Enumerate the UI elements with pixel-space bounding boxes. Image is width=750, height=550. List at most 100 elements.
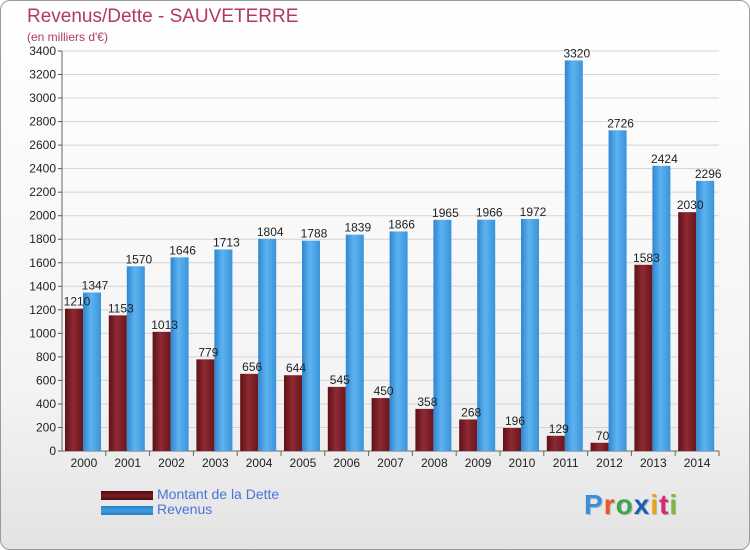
bar-dette bbox=[678, 212, 697, 451]
bar-revenus bbox=[302, 240, 320, 451]
data-label-dette: 545 bbox=[330, 373, 350, 387]
data-label-revenus: 1570 bbox=[125, 252, 152, 266]
logo-letter: x bbox=[633, 489, 651, 520]
x-tick-label: 2003 bbox=[202, 456, 229, 470]
bar-revenus bbox=[696, 180, 715, 451]
data-label-dette: 70 bbox=[596, 429, 610, 443]
y-tick-label: 1800 bbox=[29, 232, 56, 246]
bar-dette bbox=[503, 427, 521, 451]
bar-revenus bbox=[214, 249, 233, 451]
data-label-dette: 129 bbox=[549, 422, 569, 436]
data-label-revenus: 1839 bbox=[344, 221, 371, 235]
legend-swatch-revenus bbox=[101, 506, 153, 515]
bar-dette bbox=[634, 264, 653, 451]
y-tick-label: 800 bbox=[36, 350, 56, 364]
bar-dette bbox=[590, 442, 609, 451]
data-label-dette: 644 bbox=[286, 361, 306, 375]
legend-label-revenus: Revenus bbox=[157, 501, 213, 517]
y-tick-label: 2600 bbox=[29, 138, 56, 152]
chart-subtitle: (en milliers d'€) bbox=[27, 30, 108, 44]
bar-dette bbox=[546, 435, 565, 451]
bar-dette bbox=[65, 308, 83, 451]
x-tick-label: 2010 bbox=[509, 456, 536, 470]
legend-label-dette: Montant de la Dette bbox=[157, 486, 280, 502]
data-label-dette: 358 bbox=[417, 395, 437, 409]
chart-title: Revenus/Dette - SAUVETERRE bbox=[27, 6, 299, 27]
x-tick-label: 2000 bbox=[71, 456, 98, 470]
bar-revenus bbox=[389, 231, 408, 451]
data-label-dette: 779 bbox=[198, 345, 218, 359]
x-tick-label: 2013 bbox=[640, 456, 667, 470]
x-tick-label: 2012 bbox=[596, 456, 623, 470]
x-tick-label: 2014 bbox=[684, 456, 711, 470]
data-label-revenus: 2296 bbox=[695, 167, 722, 181]
bar-dette bbox=[415, 408, 434, 451]
y-tick-label: 2800 bbox=[29, 115, 56, 129]
bar-dette bbox=[152, 331, 171, 451]
y-tick-label: 2200 bbox=[29, 185, 56, 199]
data-label-dette: 1210 bbox=[64, 295, 91, 309]
x-tick-label: 2004 bbox=[246, 456, 273, 470]
data-label-revenus: 1347 bbox=[82, 279, 109, 293]
data-label-dette: 268 bbox=[461, 405, 481, 419]
bar-dette bbox=[284, 375, 302, 451]
logo-letter: i bbox=[669, 489, 679, 520]
data-label-revenus: 1965 bbox=[432, 206, 459, 220]
logo-letter: r bbox=[603, 489, 616, 520]
legend-swatch-dette bbox=[101, 491, 153, 500]
x-tick-label: 2008 bbox=[421, 456, 448, 470]
y-tick-label: 3200 bbox=[29, 68, 56, 82]
logo-letter: t bbox=[659, 489, 670, 520]
bar-revenus bbox=[652, 165, 671, 451]
proxiti-logo: Proxiti bbox=[584, 489, 678, 521]
bar-dette bbox=[371, 398, 390, 451]
bar-revenus bbox=[477, 219, 496, 451]
bar-revenus bbox=[521, 219, 539, 451]
y-tick-label: 1200 bbox=[29, 303, 56, 317]
data-label-revenus: 1646 bbox=[169, 243, 196, 257]
y-tick-label: 600 bbox=[36, 373, 56, 387]
logo-letter: i bbox=[650, 489, 660, 520]
x-tick-label: 2001 bbox=[114, 456, 141, 470]
data-label-dette: 1583 bbox=[633, 251, 660, 265]
logo-letter: P bbox=[584, 489, 604, 520]
bar-revenus bbox=[83, 292, 101, 451]
x-tick-label: 2005 bbox=[290, 456, 317, 470]
y-tick-label: 2000 bbox=[29, 209, 56, 223]
y-tick-label: 2400 bbox=[29, 162, 56, 176]
x-tick-label: 2007 bbox=[377, 456, 404, 470]
data-label-revenus: 2424 bbox=[651, 152, 678, 166]
data-label-dette: 2030 bbox=[677, 198, 704, 212]
data-label-dette: 450 bbox=[374, 384, 394, 398]
bar-dette bbox=[196, 359, 215, 451]
y-tick-label: 3000 bbox=[29, 91, 56, 105]
x-tick-label: 2009 bbox=[465, 456, 492, 470]
bar-dette bbox=[240, 373, 259, 451]
data-label-revenus: 1972 bbox=[520, 205, 547, 219]
x-tick-label: 2006 bbox=[333, 456, 360, 470]
bar-revenus bbox=[433, 219, 452, 451]
y-tick-label: 0 bbox=[49, 444, 56, 458]
bar-revenus bbox=[564, 60, 583, 451]
bar-dette bbox=[108, 315, 127, 451]
bar-dette bbox=[327, 386, 346, 451]
data-label-revenus: 1788 bbox=[301, 227, 328, 241]
data-label-revenus: 1966 bbox=[476, 206, 503, 220]
data-label-revenus: 2726 bbox=[607, 116, 634, 130]
bar-revenus bbox=[345, 234, 364, 451]
y-tick-label: 1000 bbox=[29, 326, 56, 340]
y-tick-label: 200 bbox=[36, 420, 56, 434]
bar-revenus bbox=[126, 266, 145, 451]
data-label-dette: 1153 bbox=[108, 301, 134, 315]
bar-revenus bbox=[608, 130, 627, 451]
y-tick-label: 1400 bbox=[29, 279, 56, 293]
x-tick-label: 2002 bbox=[158, 456, 185, 470]
data-label-revenus: 1713 bbox=[213, 235, 240, 249]
bar-dette bbox=[459, 419, 478, 451]
x-tick-label: 2011 bbox=[553, 456, 579, 470]
data-label-revenus: 1804 bbox=[257, 225, 284, 239]
y-tick-label: 1600 bbox=[29, 256, 56, 270]
data-label-dette: 656 bbox=[242, 360, 262, 374]
